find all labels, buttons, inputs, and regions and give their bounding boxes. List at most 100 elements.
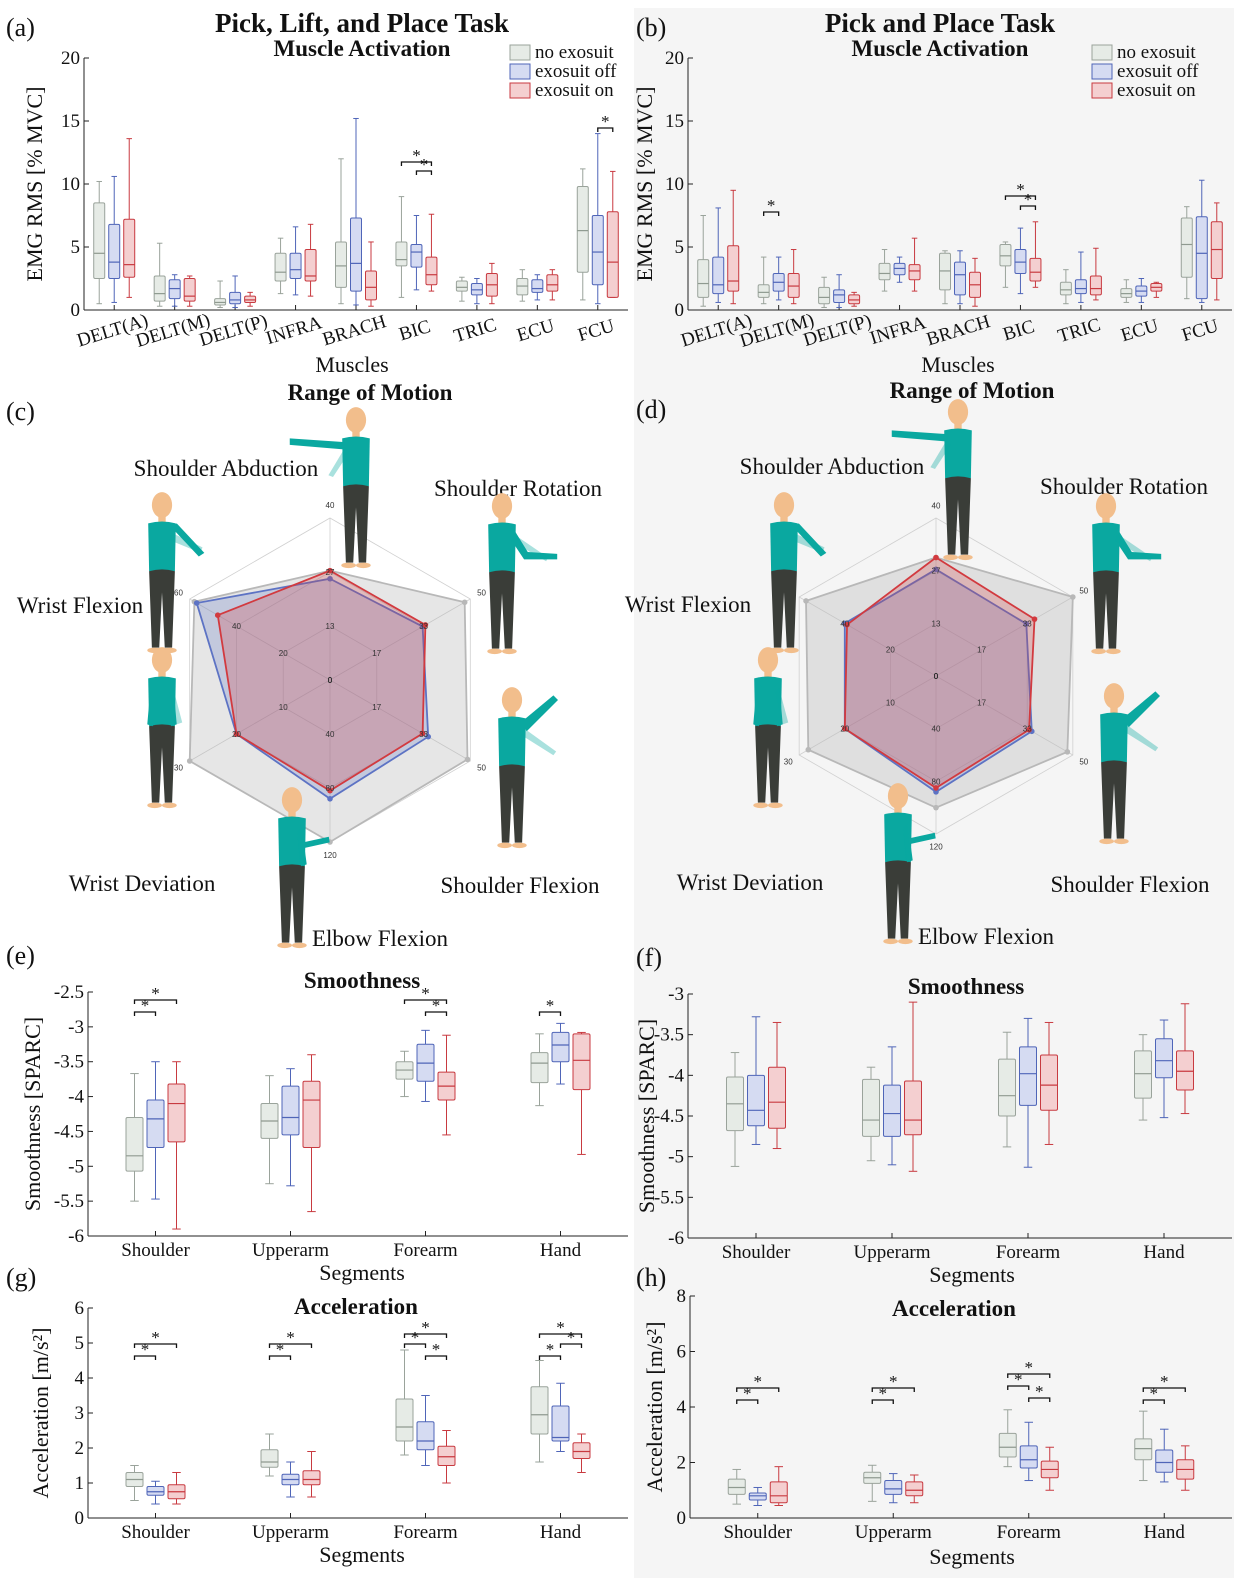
significance-star: * [546, 1340, 555, 1359]
figure-foot [356, 562, 371, 569]
radar-point [844, 621, 850, 628]
radar-point [186, 758, 193, 764]
significance-bracket [403, 999, 448, 1004]
figure-head [501, 687, 523, 713]
panel-label: (d) [636, 395, 666, 424]
box-0 [757, 256, 770, 305]
box-body [904, 1080, 922, 1136]
figure-head [491, 493, 513, 519]
figure-legs [149, 569, 175, 648]
x-axis-label: Segments [319, 1542, 405, 1567]
radar-tick-label: 40 [232, 622, 241, 631]
radar-point [1031, 616, 1038, 622]
box-body [757, 284, 770, 298]
significance-bracket [538, 1333, 583, 1338]
radar-axis-label: Shoulder Flexion [1050, 872, 1210, 897]
radar-axis-max: 120 [929, 843, 943, 852]
y-axis-label: Smoothness [SPARC] [634, 1019, 659, 1213]
significance-star: * [432, 996, 441, 1015]
figure-neck [1110, 707, 1118, 715]
figure-legs [755, 724, 781, 803]
x-tick-label: Hand [1144, 1522, 1186, 1543]
chart-title: Smoothness [908, 974, 1024, 999]
legend-swatch [509, 82, 531, 99]
box-1 [748, 1486, 767, 1507]
x-tick-label: Upperarm [853, 1242, 930, 1263]
significance-star: * [1150, 1384, 1159, 1403]
radar-point [464, 756, 471, 763]
radar-tick-label: 20 [279, 649, 288, 658]
human-figure-icon [147, 492, 205, 654]
radar-point [422, 622, 429, 628]
box-2 [167, 1472, 186, 1505]
figure-arm [147, 682, 177, 727]
human-figure-icon [1091, 493, 1162, 655]
x-tick-label: Hand [1143, 1242, 1185, 1263]
x-axis-label: Segments [929, 1544, 1015, 1569]
box-body [1155, 1449, 1174, 1473]
significance-star: * [432, 1340, 441, 1359]
significance-bar: * [1007, 1370, 1030, 1390]
box-2 [485, 262, 498, 305]
box-2 [302, 1451, 321, 1498]
radar-point [233, 731, 240, 737]
radar-tick-label: 33 [1023, 619, 1032, 628]
box-body [410, 243, 423, 268]
radar-point [214, 612, 221, 618]
figure-neck [158, 516, 166, 524]
significance-bracket [736, 1387, 780, 1392]
chart-g: 0 1 2 3 4 5 6 Shoulder Upperarm Forearm Hand Accele… [6, 1263, 628, 1567]
box-body [153, 275, 166, 302]
y-tick-label: 20 [61, 48, 80, 69]
significance-bracket [1142, 1387, 1186, 1392]
x-axis-label: Muscles [921, 352, 994, 377]
human-figure-icon [1099, 683, 1160, 845]
radar-axis-max: 120 [323, 851, 337, 860]
chart-title: Pick and Place Task [825, 8, 1055, 38]
box-body [591, 215, 604, 286]
radar-tick-label: 40 [326, 730, 335, 739]
y-tick-label: -5 [668, 1147, 684, 1168]
radar-point [327, 575, 333, 582]
figure-legs [499, 764, 525, 843]
legend-swatch [1091, 82, 1113, 99]
significance-bracket [538, 1355, 562, 1360]
box-1 [1074, 251, 1087, 303]
radar-tick-label: 17 [372, 703, 381, 712]
x-tick-label: TRIC [1056, 314, 1104, 347]
box-body [833, 289, 846, 303]
significance-star: * [1035, 1382, 1044, 1401]
figure-head [345, 407, 367, 433]
box-0 [335, 158, 347, 305]
figure-torso [770, 521, 798, 574]
box-body [470, 283, 483, 296]
significance-bar: * [871, 1372, 915, 1392]
radar-chart-d: 0132740017335001733500408012001020300204… [625, 378, 1210, 949]
significance-star: * [754, 1372, 763, 1391]
human-figure-icon [891, 399, 973, 561]
box-body [1155, 1038, 1173, 1079]
box-1 [281, 1068, 300, 1187]
box-1 [168, 274, 181, 307]
significance-bar: * [736, 1384, 759, 1404]
x-tick-label: BIC [1001, 316, 1037, 345]
figure-legs [149, 724, 175, 803]
significance-bar: * [268, 1328, 313, 1348]
box-2 [727, 189, 740, 305]
significance-bar: * [1142, 1384, 1165, 1404]
box-body [1059, 281, 1072, 296]
x-axis-label: Muscles [315, 352, 388, 377]
figure-neck [1102, 517, 1110, 525]
significance-star: * [411, 1328, 420, 1347]
significance-bracket [1142, 1399, 1165, 1404]
figure-foot [769, 647, 784, 654]
box-body [123, 218, 136, 278]
chart-e: -6 -5.5 -5 -4.5 -4 -3.5 -3 -2.5 Shoulder Upperarm… [6, 941, 628, 1285]
box-body [1019, 1445, 1038, 1469]
legend-label: exosuit off [1117, 61, 1199, 82]
significance-bar: * [1142, 1372, 1186, 1392]
significance-bracket [133, 1011, 157, 1016]
significance-bracket [1007, 1373, 1051, 1378]
figure-ghost-arm [903, 823, 911, 861]
